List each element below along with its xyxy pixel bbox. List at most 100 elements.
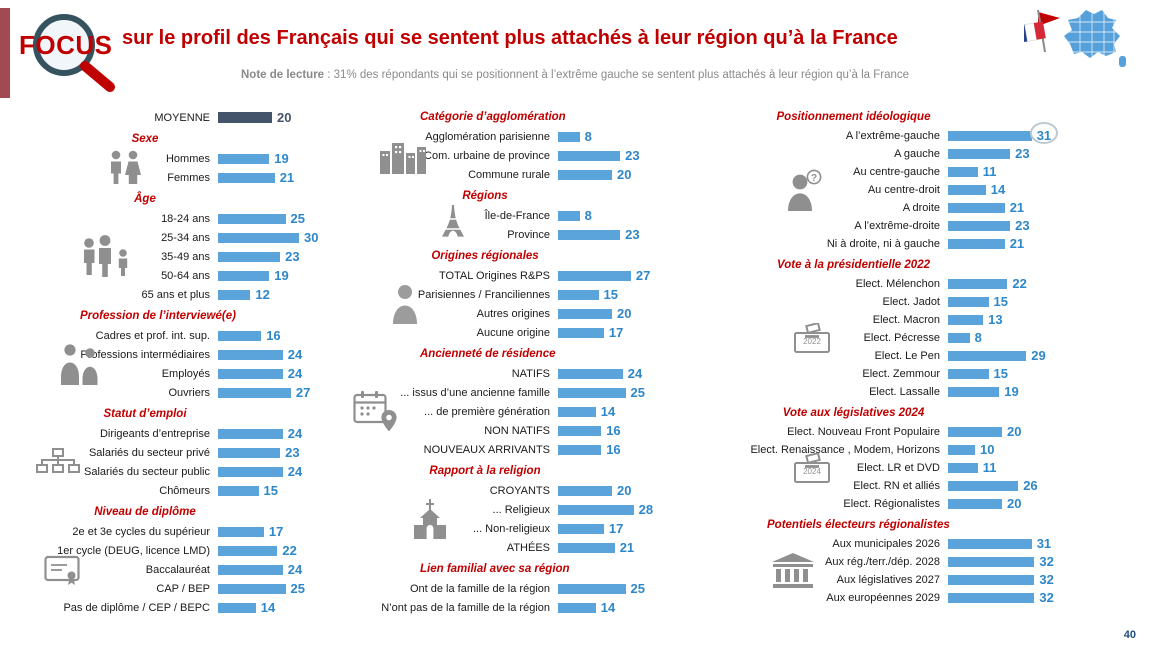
chart-group: Origines régionales TOTAL Origines R&PS 27… <box>375 247 653 342</box>
value-bar <box>218 172 275 183</box>
bar-row: Elect. Zemmour 15 <box>757 365 1054 383</box>
group-title: Régions <box>462 190 508 202</box>
value-label: 12 <box>255 286 270 302</box>
value-bar <box>218 270 270 281</box>
bar-and-value: 25 <box>218 210 318 228</box>
value-bar <box>558 270 631 281</box>
bar-and-value: 23 <box>558 147 653 165</box>
value-label: 20 <box>1007 496 1022 511</box>
value-bar <box>948 221 1011 231</box>
value-wrap: 15 <box>994 365 1008 383</box>
value-wrap: 25 <box>631 580 645 598</box>
row-label: 65 ans et plus <box>20 289 211 301</box>
group-title: Profession de l’interviewé(e) <box>80 310 236 322</box>
row-label: CROYANTS <box>375 485 550 497</box>
value-wrap: 8 <box>975 329 982 347</box>
bar-and-value: 11 <box>948 163 1054 181</box>
value-bar <box>558 523 604 534</box>
bar-row: 2e et 3e cycles du supérieur 17 <box>20 522 318 541</box>
bar-row: Professions intermédiaires 24 <box>20 345 318 364</box>
value-wrap: 15 <box>994 293 1008 311</box>
row-label: Chômeurs <box>20 485 210 497</box>
row-label: Elect. Pécresse <box>757 332 940 344</box>
row-label: 18-24 ans <box>20 213 210 225</box>
value-label: 25 <box>290 210 305 226</box>
chart-group: Sexe Hommes 19 Femmes 21 <box>20 130 318 187</box>
value-wrap: 17 <box>609 324 623 342</box>
bar-and-value: 13 <box>948 311 1054 329</box>
value-label: 27 <box>295 384 311 400</box>
value-wrap: 25 <box>291 580 305 598</box>
group-items: MOYENNE 20 <box>20 108 318 127</box>
value-bar <box>218 387 291 398</box>
bar-and-value: 20 <box>558 166 653 184</box>
bar-row: Ni à droite, ni à gauche 21 <box>757 235 1054 253</box>
row-label-text: Elect. Lassalle <box>869 386 940 398</box>
row-label: ... Non-religieux <box>375 523 550 535</box>
value-label: 25 <box>630 384 645 400</box>
row-label-text: 1er cycle (DEUG, licence LMD) <box>57 544 210 557</box>
row-label: Aux municipales 2026 <box>757 538 940 550</box>
value-label: 14 <box>600 403 616 419</box>
chart-group: Positionnement idéologique? A l’extrême-g… <box>757 108 1058 253</box>
row-label: Au centre-droit <box>757 184 940 196</box>
reading-note: Note de lecture : 31% des répondants qui… <box>0 69 1150 81</box>
value-bar <box>948 445 975 455</box>
row-label-text: Com. urbaine de province <box>424 149 550 162</box>
bar-row: Chômeurs 15 <box>20 481 318 500</box>
value-label: 29 <box>1031 348 1046 363</box>
row-label: Elect. Zemmour <box>757 368 940 380</box>
value-label: 17 <box>608 324 624 340</box>
group-items: Ont de la famille de la région 25 N’ont pa… <box>375 579 653 617</box>
value-bar <box>218 251 281 262</box>
city-icon <box>379 138 427 174</box>
value-bar <box>218 213 286 224</box>
group-title: Sexe <box>131 133 159 145</box>
value-wrap: 21 <box>280 169 294 187</box>
bar-row: A gauche 23 <box>757 145 1054 163</box>
value-bar <box>558 542 615 553</box>
value-bar <box>218 368 283 379</box>
chart-group: Statut d’emploi Dirigeants d’entreprise 24… <box>20 405 318 500</box>
chart-group: MOYENNE 20 <box>20 108 318 127</box>
row-label-text: ATHÉES <box>506 541 550 554</box>
value-wrap: 32 <box>1039 553 1053 571</box>
value-label: 25 <box>290 580 305 596</box>
bar-and-value: 25 <box>558 384 653 402</box>
value-label: 32 <box>1039 554 1054 569</box>
bar-row: Aux européennes 2029 32 <box>757 589 1054 607</box>
group-items: 2022 Elect. Mélenchon 22 Elect. Jadot 15 Elec… <box>757 275 1054 401</box>
value-label: 15 <box>993 366 1008 381</box>
bar-row: Aux rég./terr./dép. 2028 32 <box>757 553 1054 571</box>
value-wrap: 32 <box>1039 571 1053 589</box>
row-label-text: Salariés du secteur public <box>84 465 210 478</box>
value-wrap: 22 <box>1012 275 1026 293</box>
value-label: 23 <box>1015 146 1030 161</box>
bar-and-value: 10 <box>948 441 1054 459</box>
row-label-text: ... issus d’une ancienne famille <box>400 386 550 399</box>
bar-row: Parisiennes / Franciliennes 15 <box>375 285 653 304</box>
row-label: NOUVEAUX ARRIVANTS <box>375 444 550 456</box>
group-title: Statut d’emploi <box>103 408 187 420</box>
group-items: 18-24 ans 25 25-34 ans 30 35-49 ans 23 50-64 a… <box>20 209 318 304</box>
bar-row: Hommes 19 <box>20 149 318 168</box>
value-wrap: 20 <box>1007 423 1021 441</box>
value-label: 20 <box>277 109 292 125</box>
bar-row: Baccalauréat 24 <box>20 560 318 579</box>
row-label: Ouvriers <box>20 387 210 399</box>
value-wrap: 19 <box>1004 383 1018 401</box>
bar-row: Île-de-France 8 <box>375 206 653 225</box>
bar-row: Province 23 <box>375 225 653 244</box>
row-label: ... de première génération <box>375 406 550 418</box>
bar-and-value: 23 <box>948 217 1054 235</box>
value-bar <box>218 112 272 123</box>
group-title: Rapport à la religion <box>429 465 541 477</box>
page-number: 40 <box>1123 629 1136 641</box>
group-title: Ancienneté de résidence <box>420 348 556 360</box>
value-bar <box>218 330 262 341</box>
value-bar <box>948 427 1002 437</box>
row-label: 35-49 ans <box>20 251 210 263</box>
row-label: 25-34 ans <box>20 232 210 244</box>
value-wrap: 20 <box>277 109 291 127</box>
row-label-text: 2e et 3e cycles du supérieur <box>72 525 210 538</box>
